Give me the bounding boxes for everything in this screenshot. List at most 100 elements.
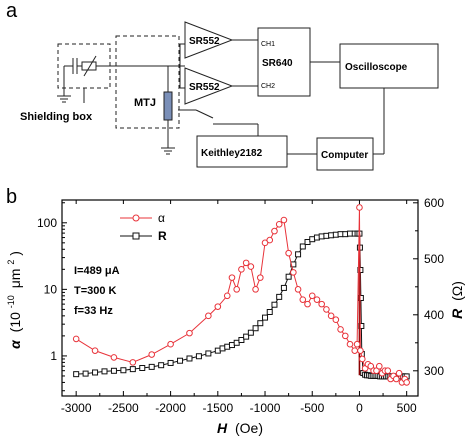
left-y-close: ) bbox=[7, 251, 23, 256]
alpha-data-point bbox=[318, 300, 325, 308]
alpha-data-point bbox=[261, 239, 269, 247]
legend: α R bbox=[120, 211, 167, 243]
alpha-data-point bbox=[304, 300, 311, 308]
R-data-point bbox=[120, 367, 127, 374]
right-y-unit: (Ω) bbox=[449, 281, 465, 301]
right-y-tick-label: 400 bbox=[424, 308, 444, 322]
R-data-point bbox=[266, 309, 273, 315]
amplifier-2-label: SR552 bbox=[189, 82, 220, 93]
keithley-box bbox=[196, 135, 288, 168]
alpha-data-point bbox=[357, 347, 364, 354]
right-y-tick-label: 500 bbox=[424, 252, 444, 266]
R-data-point bbox=[285, 273, 292, 280]
alpha-data-point bbox=[129, 359, 137, 366]
alpha-data-point bbox=[186, 329, 193, 337]
left-y-axis-label: α (10 -10 μm 2 ) bbox=[1, 251, 23, 349]
R-data-point bbox=[195, 353, 202, 360]
legend-R-label: R bbox=[158, 229, 167, 243]
x-tick-label: 0 bbox=[356, 401, 363, 415]
chart: b -3000 -2500 -2000 -1500 -1000 -500 0 500 1101… bbox=[1, 186, 465, 436]
schematic: a Shielding box MTJ bbox=[6, 0, 439, 171]
alpha-data-point bbox=[392, 375, 400, 383]
R-data-point bbox=[148, 363, 155, 370]
R-data-point bbox=[139, 365, 146, 371]
alpha-data-point bbox=[327, 312, 335, 320]
alpha-data-point bbox=[238, 266, 245, 273]
switch bbox=[195, 109, 214, 119]
legend-alpha-label: α bbox=[158, 211, 165, 225]
alpha-data-point bbox=[252, 286, 259, 293]
left-y-tick-label: 10 bbox=[44, 282, 58, 296]
alpha-data-point bbox=[341, 332, 349, 340]
alpha-data-point bbox=[294, 286, 302, 293]
alpha-data-point bbox=[228, 274, 236, 281]
amplifier-1 bbox=[184, 21, 234, 59]
R-data-point bbox=[290, 261, 297, 268]
alpha-data-point bbox=[205, 312, 212, 320]
alpha-data-point bbox=[358, 355, 366, 363]
alpha-data-point bbox=[337, 326, 344, 333]
x-tick-label: -1500 bbox=[202, 401, 233, 415]
alpha-data-point bbox=[346, 340, 354, 348]
R-data-point bbox=[295, 251, 302, 258]
right-y-tick-label: 600 bbox=[424, 196, 444, 210]
alpha-data-point bbox=[257, 274, 264, 281]
alpha-data-point bbox=[308, 292, 316, 300]
annotation-current: I=489 μA bbox=[74, 265, 120, 277]
computer-box bbox=[316, 137, 374, 171]
x-tick-label: -1000 bbox=[250, 401, 281, 415]
alpha-data-point bbox=[167, 340, 174, 348]
R-data-point bbox=[205, 350, 212, 357]
mtj-box bbox=[115, 35, 180, 129]
keithley-label: Keithley2182 bbox=[201, 148, 263, 159]
x-axis-label: H (Oe) bbox=[217, 420, 263, 436]
alpha-data-point bbox=[351, 347, 359, 354]
R-data-point bbox=[247, 329, 254, 336]
left-y-unit2: μm bbox=[7, 269, 23, 289]
ch2-label: CH2 bbox=[261, 83, 275, 90]
left-y-tick-label: 100 bbox=[37, 216, 57, 230]
alpha-data-point bbox=[353, 340, 361, 348]
alpha-data-point bbox=[110, 354, 118, 361]
oscilloscope-label: Oscilloscope bbox=[345, 62, 408, 73]
left-y-tick-label: 1 bbox=[50, 349, 57, 363]
oscilloscope-box bbox=[339, 43, 439, 89]
R-data-point bbox=[186, 355, 193, 362]
alpha-data-point bbox=[148, 351, 156, 358]
alpha-data-point bbox=[214, 303, 222, 310]
x-axis-unit: (Oe) bbox=[235, 420, 263, 436]
alpha-data-point bbox=[403, 379, 410, 386]
R-data-point bbox=[110, 367, 117, 374]
left-y-unit: (10 bbox=[7, 312, 23, 332]
alpha-data-point bbox=[299, 296, 307, 303]
R-data-point bbox=[158, 362, 165, 369]
R-data-point bbox=[299, 243, 306, 250]
alpha-data-point bbox=[223, 292, 231, 300]
R-data-point bbox=[92, 369, 99, 376]
alpha-data-point bbox=[313, 296, 321, 303]
alpha-data-point bbox=[91, 347, 99, 354]
shielding-box-label: Shielding box bbox=[20, 111, 93, 123]
annotation-temperature: T=300 K bbox=[74, 285, 117, 297]
R-data-point bbox=[262, 314, 269, 321]
alpha-data-point bbox=[332, 316, 340, 324]
alpha-data-point bbox=[290, 269, 297, 276]
series-alpha bbox=[72, 204, 410, 386]
left-y-sup2: 2 bbox=[6, 260, 16, 265]
left-y-var: α bbox=[7, 339, 23, 349]
alpha-data-point bbox=[395, 369, 403, 377]
amplifier-1-label: SR552 bbox=[189, 36, 220, 47]
x-tick-label: 500 bbox=[397, 401, 417, 415]
R-data-point bbox=[238, 337, 245, 343]
R-data-point bbox=[73, 371, 80, 378]
alpha-data-point bbox=[233, 286, 240, 293]
x-axis: -3000 -2500 -2000 -1500 -1000 -500 0 500 bbox=[61, 200, 417, 415]
alpha-data-point bbox=[72, 335, 80, 343]
plot-frame bbox=[61, 199, 419, 397]
x-tick-label: -2500 bbox=[108, 401, 139, 415]
variable-arrow bbox=[83, 55, 97, 77]
alpha-data-point bbox=[323, 306, 330, 313]
computer-label: Computer bbox=[321, 150, 368, 161]
alpha-data-point bbox=[247, 263, 255, 270]
